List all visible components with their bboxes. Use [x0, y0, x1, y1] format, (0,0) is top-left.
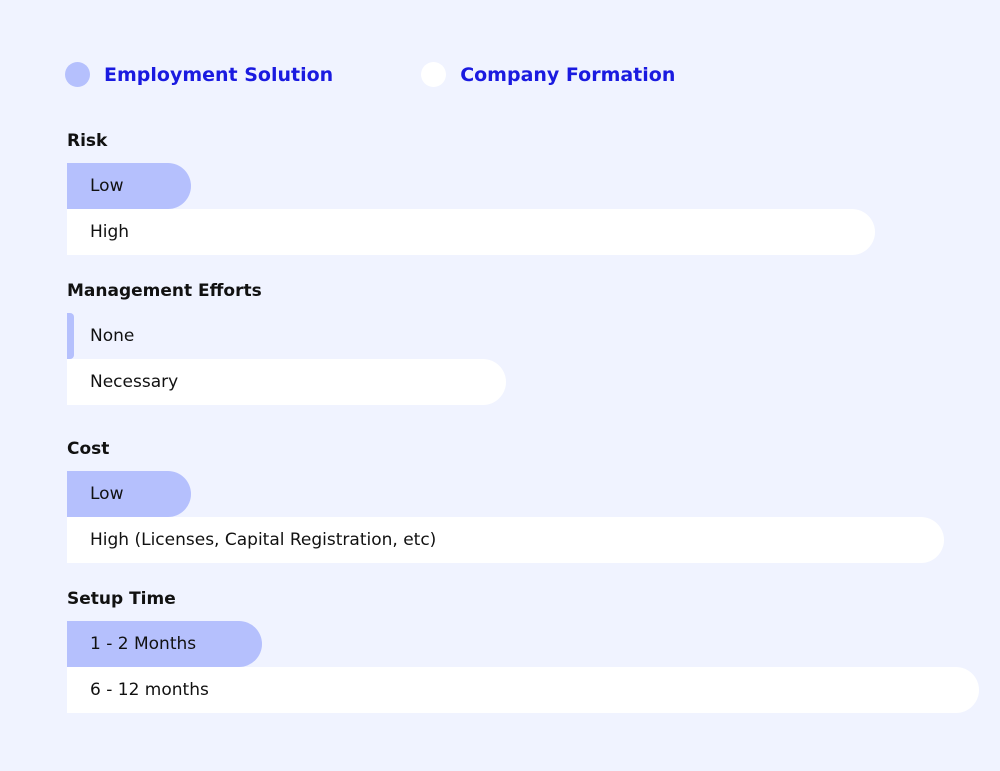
bar-label: 6 - 12 months [90, 680, 209, 700]
group-management-efforts: Management Efforts None Necessary [67, 279, 506, 405]
bar-employment-solution: Low [67, 471, 192, 517]
legend-dot-company [421, 62, 447, 87]
group-setup-time: Setup Time 1 - 2 Months 6 - 12 months [67, 587, 979, 713]
bar-company-formation: Necessary [67, 359, 506, 405]
bar-employment-solution: Low [67, 163, 192, 209]
bar-label: 1 - 2 Months [90, 634, 197, 654]
bar-label: Low [90, 484, 124, 504]
group-title: Management Efforts [67, 281, 262, 301]
legend-label: Company Formation [460, 63, 676, 86]
bar-company-formation: High [67, 209, 876, 255]
legend-dot-employment [65, 62, 90, 87]
group-title: Risk [67, 131, 108, 151]
legend: Employment Solution Company Formation [65, 62, 763, 87]
bar-label: None [90, 326, 135, 346]
legend-item-employment: Employment Solution [65, 62, 333, 87]
bar-label: Low [90, 176, 124, 196]
legend-item-company: Company Formation [421, 62, 675, 87]
bar-company-formation: High (Licenses, Capital Registration, et… [67, 517, 945, 563]
legend-label: Employment Solution [104, 63, 334, 86]
bar-company-formation: 6 - 12 months [67, 667, 979, 713]
bar-employment-solution: 1 - 2 Months [67, 621, 263, 667]
bar-label: High (Licenses, Capital Registration, et… [90, 530, 437, 550]
group-title: Setup Time [67, 589, 176, 609]
bar-employment-solution: None [67, 313, 134, 359]
group-risk: Risk Low High [67, 129, 876, 255]
group-title: Cost [67, 439, 110, 459]
bar-label: Necessary [90, 372, 179, 392]
bar-label: High [90, 222, 130, 242]
group-cost: Cost Low High (Licenses, Capital Registrat… [67, 437, 945, 563]
